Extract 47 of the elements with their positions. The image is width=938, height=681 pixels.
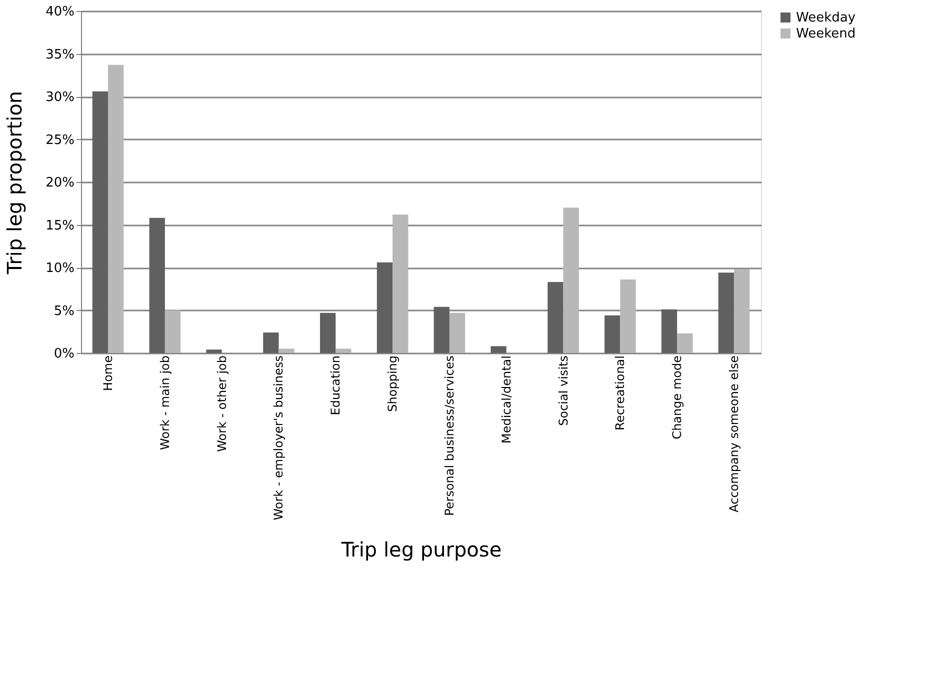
bar (490, 346, 506, 353)
y-tick-label: 0% (54, 346, 74, 362)
bar (149, 218, 165, 353)
bar (449, 312, 466, 353)
bar (734, 269, 750, 353)
bar (434, 306, 450, 353)
bar (336, 348, 352, 353)
x-tick-label: Work - employer's business (272, 356, 286, 520)
bar (604, 315, 620, 353)
bar (392, 214, 408, 353)
x-tick-label: Accompany someone else (726, 356, 741, 512)
x-axis-title: Trip leg purpose (340, 537, 502, 562)
x-tick-label: Social visits (556, 356, 570, 426)
bar (320, 312, 336, 353)
bar (718, 272, 734, 353)
y-tick-label: 35% (46, 47, 74, 62)
legend-label: Weekend (796, 26, 856, 42)
x-tick-label: Medical/dental (499, 356, 514, 444)
bar (620, 279, 636, 353)
x-tick-label: Personal business/services (442, 356, 456, 516)
bar (263, 332, 279, 353)
bar (278, 348, 294, 353)
x-tick-label: Home (101, 356, 116, 391)
bar (376, 262, 393, 353)
y-tick-label: 25% (46, 132, 74, 148)
x-tick-label: Change mode (670, 356, 684, 440)
bar (661, 309, 678, 353)
y-tick-label: 20% (46, 176, 74, 190)
bar (108, 64, 124, 353)
y-tick-label: 10% (46, 261, 74, 276)
y-tick-label: 5% (54, 304, 74, 319)
x-tick-label: Recreational (613, 356, 628, 430)
bar (206, 350, 222, 353)
y-tick-label: 15% (46, 218, 74, 234)
y-tick-label: 30% (46, 90, 74, 105)
x-tick-label: Shopping (386, 356, 400, 412)
bar (92, 91, 108, 353)
x-tick-label: Education (328, 356, 343, 416)
y-tick-label: 40% (46, 4, 74, 20)
bar (563, 208, 579, 353)
bar (677, 333, 693, 353)
bar (164, 310, 181, 353)
y-axis-title: Trip leg proportion (2, 90, 27, 276)
legend-label: Weekday (796, 10, 856, 26)
x-tick-label: Work - other job (214, 356, 229, 452)
bar (548, 282, 564, 353)
x-tick-label: Work - main job (158, 356, 172, 450)
